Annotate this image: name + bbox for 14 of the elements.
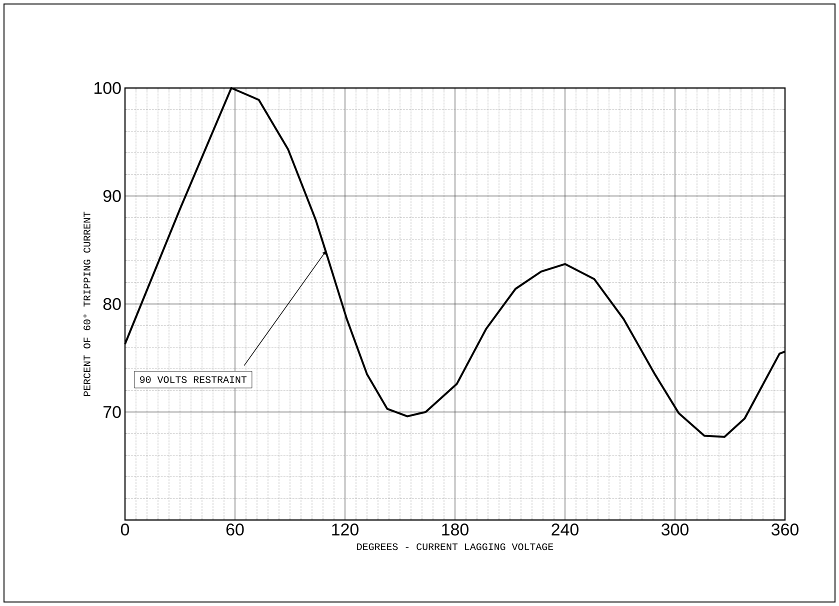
y-tick-label: 80 <box>103 298 121 310</box>
y-tick-label: 100 <box>94 82 121 94</box>
x-tick-label: 120 <box>332 524 358 536</box>
y-tick-label: 70 <box>104 406 121 418</box>
x-tick-label: 360 <box>772 524 798 536</box>
x-tick-label: 0 <box>120 524 130 536</box>
x-axis-title: DEGREES - CURRENT LAGGING VOLTAGE <box>357 543 554 550</box>
x-tick-label: 60 <box>226 524 244 536</box>
x-tick-label: 180 <box>442 524 468 536</box>
y-axis-title: PERCENT OF 60° TRIPPING CURRENT <box>84 212 90 396</box>
annotation: 90 VOLTS RESTRAINT <box>140 376 247 383</box>
x-tick-label: 240 <box>552 524 578 536</box>
x-tick-label: 300 <box>662 524 688 536</box>
y-tick-label: 90 <box>103 190 121 202</box>
